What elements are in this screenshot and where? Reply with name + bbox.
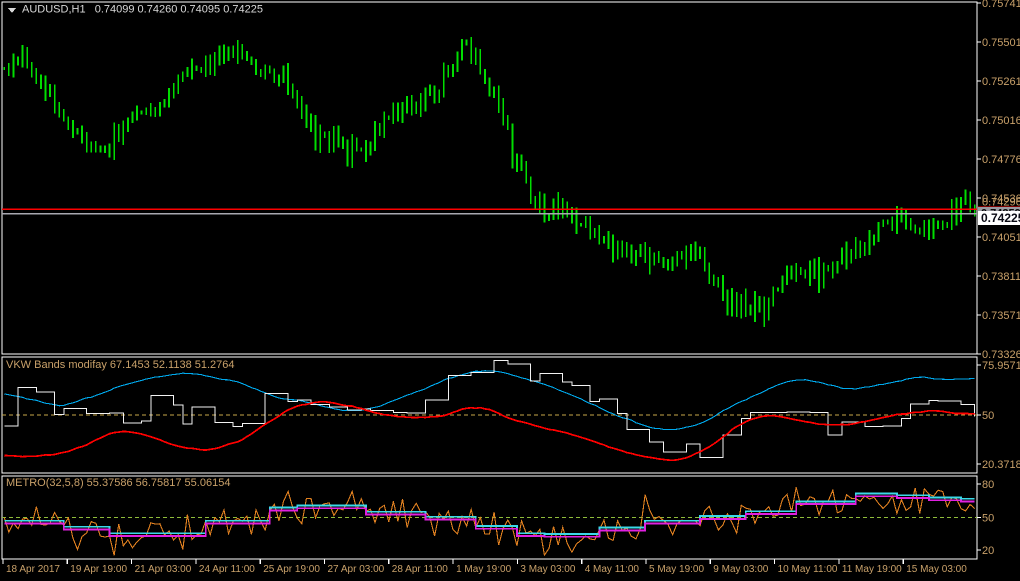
svg-text:AUDUSD,H1 0.74099 0.74260 0.: AUDUSD,H1 0.74099 0.74260 0.74095 0.7422… xyxy=(22,4,263,16)
svg-text:21 Apr 03:00: 21 Apr 03:00 xyxy=(135,564,192,575)
svg-text:METRO(32,5,8) 55.37586 56.7581: METRO(32,5,8) 55.37586 56.75817 55.06154 xyxy=(6,477,230,489)
svg-text:50: 50 xyxy=(982,410,994,422)
svg-text:0.75016: 0.75016 xyxy=(982,115,1020,127)
svg-text:9 May 03:00: 9 May 03:00 xyxy=(713,564,768,575)
svg-text:15 May 03:00: 15 May 03:00 xyxy=(906,564,967,575)
svg-text:19 Apr 19:00: 19 Apr 19:00 xyxy=(70,564,127,575)
svg-text:20.3718: 20.3718 xyxy=(982,459,1020,471)
svg-text:27 Apr 03:00: 27 Apr 03:00 xyxy=(328,564,385,575)
svg-text:18 Apr 2017: 18 Apr 2017 xyxy=(6,564,60,575)
svg-text:20: 20 xyxy=(982,545,994,557)
svg-text:0.74051: 0.74051 xyxy=(982,232,1020,244)
svg-text:80: 80 xyxy=(982,479,994,491)
svg-text:10 May 11:00: 10 May 11:00 xyxy=(778,564,838,575)
svg-text:11 May 19:00: 11 May 19:00 xyxy=(842,564,902,575)
svg-text:28 Apr 11:00: 28 Apr 11:00 xyxy=(392,564,448,575)
svg-text:3 May 03:00: 3 May 03:00 xyxy=(520,564,575,575)
svg-text:25 Apr 19:00: 25 Apr 19:00 xyxy=(263,564,320,575)
svg-text:24 Apr 11:00: 24 Apr 11:00 xyxy=(199,564,255,575)
svg-text:75.9571: 75.9571 xyxy=(982,360,1020,372)
svg-text:VKW Bands modifay 67.1453 52.1: VKW Bands modifay 67.1453 52.1138 51.276… xyxy=(6,359,235,371)
svg-text:0.75261: 0.75261 xyxy=(982,76,1020,88)
svg-text:0.74225: 0.74225 xyxy=(981,211,1020,225)
svg-text:0.73571: 0.73571 xyxy=(982,310,1020,322)
svg-text:1 May 19:00: 1 May 19:00 xyxy=(456,564,511,575)
svg-text:0.75501: 0.75501 xyxy=(982,37,1020,49)
svg-text:5 May 19:00: 5 May 19:00 xyxy=(649,564,704,575)
svg-text:0.75741: 0.75741 xyxy=(982,0,1020,10)
svg-text:50: 50 xyxy=(982,513,994,525)
svg-text:4 May 11:00: 4 May 11:00 xyxy=(585,564,640,575)
svg-text:0.74776: 0.74776 xyxy=(982,154,1020,166)
svg-text:0.73811: 0.73811 xyxy=(982,271,1020,283)
